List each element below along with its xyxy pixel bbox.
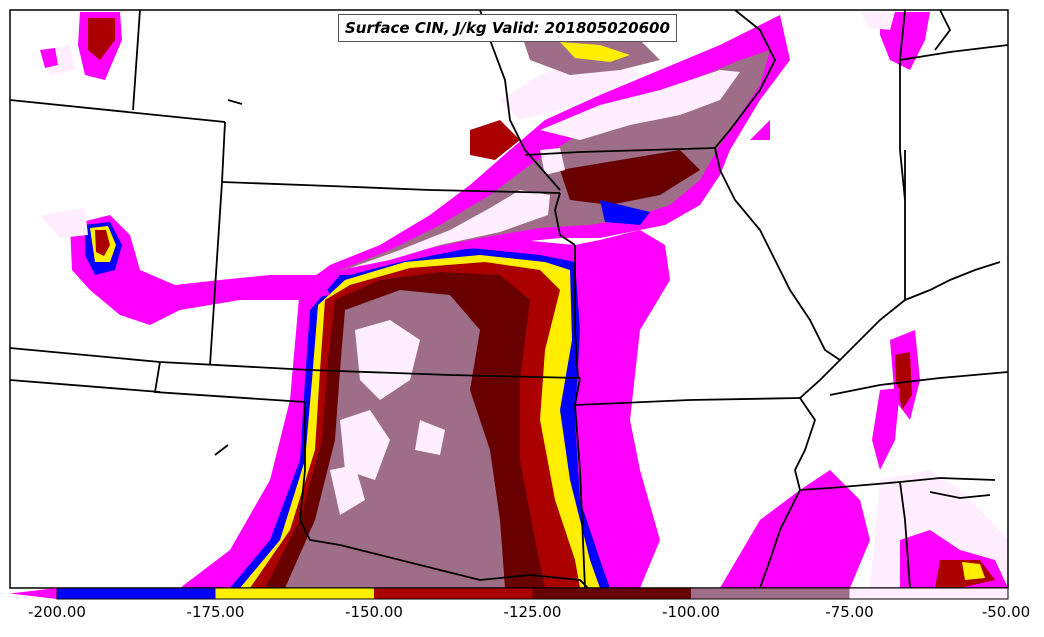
east-patches — [720, 12, 1008, 588]
colorbar-bin — [691, 588, 850, 599]
top-left-patches — [40, 12, 122, 80]
colorbar-tick-label: -75.00 — [825, 603, 874, 621]
colorbar-bin — [532, 588, 692, 599]
colorbar-bin — [57, 588, 216, 599]
colorbar-tick-label: -150.00 — [345, 603, 403, 621]
colorbar-outline — [56, 587, 1009, 600]
colorbar-tick-label: -175.00 — [186, 603, 245, 621]
colorbar-tick-label: -125.00 — [503, 603, 562, 621]
colorbar — [10, 587, 1009, 600]
northwest-region — [40, 208, 330, 325]
colorbar-bin — [374, 588, 533, 599]
colorbar-bin — [215, 588, 375, 599]
colorbar-bin — [849, 588, 1009, 599]
colorbar-extend-triangle — [10, 588, 57, 599]
map-title: Surface CIN, J/kg Valid: 201805020600 — [338, 14, 677, 42]
colorbar-tick-label: -200.00 — [28, 603, 86, 621]
colorbar-tick-label: -50.00 — [981, 603, 1031, 621]
colorbar-tick-label: -100.00 — [662, 603, 720, 621]
cin-field — [40, 12, 1008, 588]
state-boundaries — [10, 10, 1008, 588]
midwest-band — [320, 15, 790, 275]
